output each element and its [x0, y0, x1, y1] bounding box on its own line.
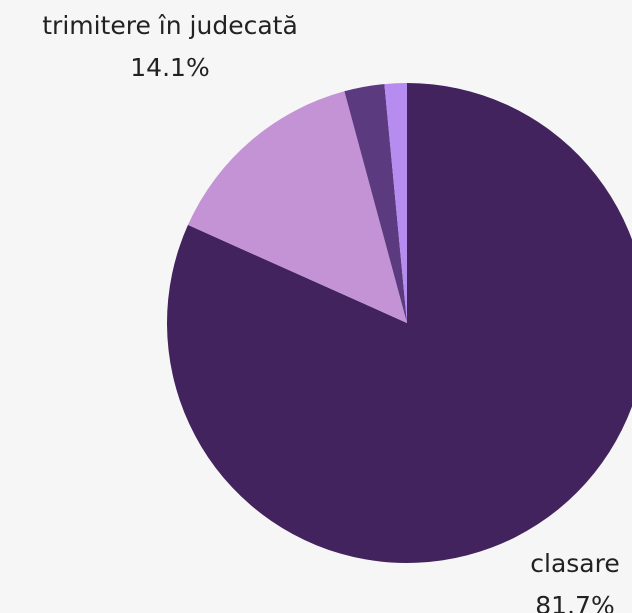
pie-slice	[384, 83, 407, 323]
pie-slice	[187, 91, 407, 323]
slice-value: 81.7%	[535, 591, 614, 613]
slice-label: trimitere în judecată	[42, 11, 298, 40]
pie-slice	[344, 84, 407, 324]
pie-slice	[167, 83, 632, 563]
slice-label: clasare	[530, 549, 619, 578]
slice-value: 14.1%	[130, 53, 209, 82]
